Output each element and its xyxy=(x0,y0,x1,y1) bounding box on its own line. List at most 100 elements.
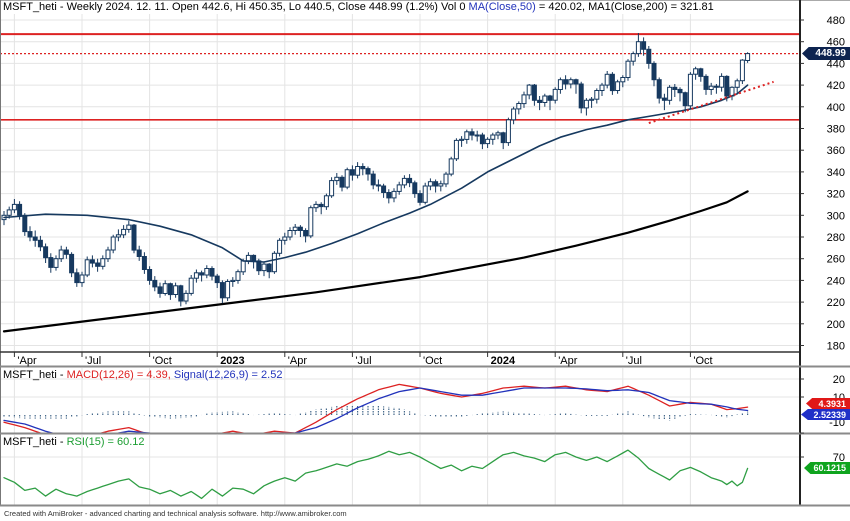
candle[interactable] xyxy=(157,286,163,294)
candle[interactable] xyxy=(407,177,413,184)
candle[interactable] xyxy=(84,259,90,276)
candle[interactable] xyxy=(667,86,673,101)
candle[interactable] xyxy=(687,73,693,107)
candle[interactable] xyxy=(703,75,709,90)
candle[interactable] xyxy=(277,239,283,254)
candle[interactable] xyxy=(126,224,132,230)
candle[interactable] xyxy=(375,184,381,187)
date-axis-label[interactable]: 'Jul xyxy=(85,355,101,367)
candle[interactable] xyxy=(303,230,309,237)
date-axis-label[interactable]: 'Apr xyxy=(558,355,578,367)
candle[interactable] xyxy=(453,139,459,160)
candle[interactable] xyxy=(193,272,199,279)
candle[interactable] xyxy=(589,98,595,101)
candle[interactable] xyxy=(162,283,168,295)
candle[interactable] xyxy=(505,119,511,144)
candle[interactable] xyxy=(214,275,220,284)
candle[interactable] xyxy=(646,48,652,64)
candle[interactable] xyxy=(469,131,475,136)
candle[interactable] xyxy=(599,84,605,91)
candle[interactable] xyxy=(490,134,496,140)
candle[interactable] xyxy=(672,86,678,91)
date-axis-label[interactable]: 'Oct xyxy=(153,355,172,367)
candle[interactable] xyxy=(433,181,439,187)
trendline[interactable] xyxy=(648,80,774,125)
candle[interactable] xyxy=(136,249,142,257)
candle[interactable] xyxy=(630,53,636,62)
candle[interactable] xyxy=(11,203,17,211)
candle[interactable] xyxy=(173,285,179,295)
candle[interactable] xyxy=(95,262,101,267)
candle[interactable] xyxy=(516,103,522,110)
candle[interactable] xyxy=(115,234,121,238)
candle[interactable] xyxy=(266,263,272,273)
candle[interactable] xyxy=(693,68,699,75)
candle[interactable] xyxy=(147,269,153,281)
candle[interactable] xyxy=(479,134,485,145)
candle[interactable] xyxy=(74,272,80,284)
candle[interactable] xyxy=(240,260,246,273)
candle[interactable] xyxy=(178,285,184,302)
candle[interactable] xyxy=(53,258,59,268)
candle[interactable] xyxy=(745,53,751,61)
date-axis-label[interactable]: 'Apr xyxy=(17,355,37,367)
candle[interactable] xyxy=(329,180,335,197)
candle[interactable] xyxy=(323,195,329,208)
date-axis-label[interactable]: 'Apr xyxy=(288,355,308,367)
candle[interactable] xyxy=(651,62,657,81)
candle[interactable] xyxy=(412,182,418,195)
candle[interactable] xyxy=(682,92,688,107)
candle[interactable] xyxy=(282,236,288,241)
candle[interactable] xyxy=(167,283,173,296)
candle[interactable] xyxy=(552,88,558,101)
candle[interactable] xyxy=(381,185,387,193)
candle[interactable] xyxy=(225,281,231,299)
candle[interactable] xyxy=(100,258,106,267)
candle[interactable] xyxy=(734,80,740,88)
date-axis-label[interactable]: 2024 xyxy=(491,355,516,367)
candle[interactable] xyxy=(17,203,23,216)
date-axis-label[interactable]: 2023 xyxy=(220,355,244,367)
candle[interactable] xyxy=(609,73,615,92)
candle[interactable] xyxy=(459,138,465,141)
candle[interactable] xyxy=(568,79,574,85)
candle[interactable] xyxy=(230,279,236,282)
candle[interactable] xyxy=(396,184,402,192)
candle[interactable] xyxy=(563,79,569,85)
candle[interactable] xyxy=(110,236,116,251)
candle[interactable] xyxy=(32,236,38,241)
date-axis-label[interactable]: 'Oct xyxy=(423,355,442,367)
candle[interactable] xyxy=(557,79,563,90)
candle[interactable] xyxy=(594,90,600,100)
candle[interactable] xyxy=(37,239,43,248)
candle[interactable] xyxy=(511,108,517,121)
candle[interactable] xyxy=(698,68,704,77)
candle[interactable] xyxy=(474,134,480,137)
candle[interactable] xyxy=(43,246,49,259)
candle[interactable] xyxy=(63,249,69,255)
candle[interactable] xyxy=(724,75,730,97)
candle[interactable] xyxy=(209,268,215,277)
candle[interactable] xyxy=(334,176,340,182)
candle[interactable] xyxy=(297,226,303,231)
candle[interactable] xyxy=(573,79,579,85)
candle[interactable] xyxy=(427,181,433,187)
candle[interactable] xyxy=(256,260,262,272)
candle[interactable] xyxy=(635,41,641,55)
candle[interactable] xyxy=(417,193,423,203)
candle[interactable] xyxy=(386,192,392,199)
candle[interactable] xyxy=(360,166,366,170)
candle[interactable] xyxy=(713,85,719,88)
candle[interactable] xyxy=(152,279,158,288)
candle[interactable] xyxy=(495,132,501,136)
candle[interactable] xyxy=(485,138,491,145)
candle[interactable] xyxy=(245,254,251,262)
candle[interactable] xyxy=(79,274,85,284)
candle[interactable] xyxy=(620,77,626,83)
candle[interactable] xyxy=(583,99,589,109)
candle[interactable] xyxy=(183,292,189,302)
candle[interactable] xyxy=(401,177,407,186)
candle[interactable] xyxy=(121,228,127,236)
candle[interactable] xyxy=(355,166,361,176)
candle[interactable] xyxy=(58,249,64,260)
